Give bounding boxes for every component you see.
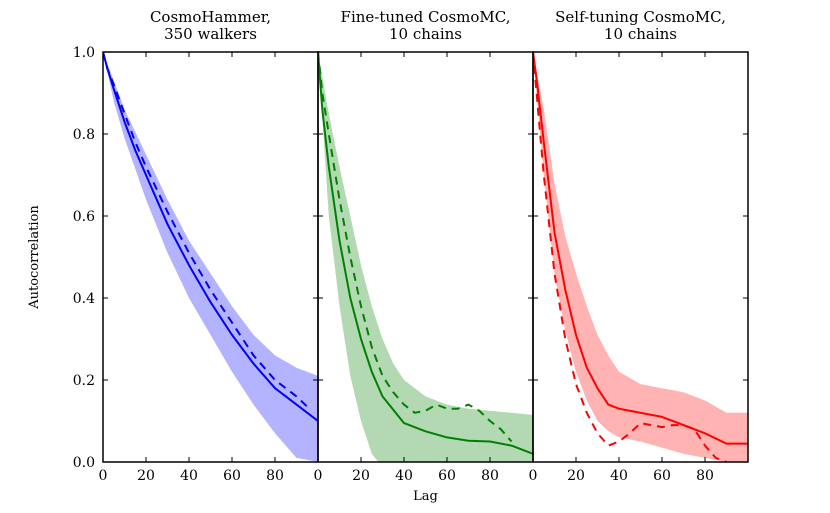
panel-1-content xyxy=(103,52,318,462)
y-tick-label: 0.8 xyxy=(73,127,95,143)
x-tick-label: 0 xyxy=(99,468,108,484)
panel-3-content xyxy=(533,52,748,462)
panel-3-solid-line xyxy=(533,52,748,445)
panel-2-title: Fine-tuned CosmoMC, 10 chains xyxy=(341,8,511,43)
x-tick-label: 80 xyxy=(696,468,714,484)
x-tick-label: 60 xyxy=(653,468,671,484)
panel-3-frame xyxy=(532,51,749,463)
panel-title-line: Self-tuning CosmoMC, xyxy=(555,8,726,26)
y-axis-label: Autocorrelation xyxy=(27,205,42,310)
panel-3: 0 20 40 60 80 Self-tuning CosmoMC, 10 chains xyxy=(529,8,749,484)
panel-1-title: CosmoHammer, 350 walkers xyxy=(150,8,271,43)
panel-2: 0 20 40 60 80 Fine-tuned CosmoMC, 10 chains xyxy=(314,8,534,484)
x-tick-label: 80 xyxy=(481,468,499,484)
y-tick-label: 0.6 xyxy=(73,209,95,225)
x-tick-label: 60 xyxy=(438,468,456,484)
x-tick-label: 20 xyxy=(352,468,370,484)
y-tick-label: 0.4 xyxy=(73,291,95,307)
y-tick-label: 0.2 xyxy=(73,373,95,389)
panel-1-confidence-band xyxy=(103,52,318,462)
y-tick-label: 0.0 xyxy=(73,455,95,471)
x-tick-label: 20 xyxy=(137,468,155,484)
panel-title-line: CosmoHammer, xyxy=(150,8,271,26)
panel-title-line: Fine-tuned CosmoMC, xyxy=(341,8,511,26)
x-tick-label: 0 xyxy=(314,468,323,484)
panel-3-title: Self-tuning CosmoMC, 10 chains xyxy=(555,8,726,43)
panel-1-dashed-line xyxy=(103,52,311,410)
panel-title-line: 10 chains xyxy=(604,25,677,43)
x-tick-label: 20 xyxy=(567,468,585,484)
panel-2-confidence-band xyxy=(318,52,533,462)
x-tick-label: 40 xyxy=(610,468,628,484)
panel-1: 0 20 40 60 80 0.0 0.2 0.4 0.6 0.8 1.0 CosmoHammer, 3… xyxy=(73,8,319,484)
x-tick-label: 80 xyxy=(266,468,284,484)
panels-group: 0 20 40 60 80 0.0 0.2 0.4 0.6 0.8 1.0 CosmoHammer, 3… xyxy=(73,8,749,484)
panel-3-confidence-band xyxy=(533,52,748,462)
panel-title-line: 350 walkers xyxy=(164,25,257,43)
x-tick-label: 60 xyxy=(223,468,241,484)
x-tick-label: 40 xyxy=(180,468,198,484)
panel-2-dashed-line xyxy=(318,52,513,443)
x-axis-label: Lag xyxy=(413,489,438,504)
x-tick-label: 0 xyxy=(529,468,538,484)
panel-3-dashed-line xyxy=(533,52,727,462)
panel-2-content xyxy=(318,52,533,462)
y-tick-label: 1.0 xyxy=(73,45,95,61)
panel-1-solid-line xyxy=(103,52,318,422)
panel-title-line: 10 chains xyxy=(389,25,462,43)
panel-2-solid-line xyxy=(318,52,533,455)
x-tick-label: 40 xyxy=(395,468,413,484)
